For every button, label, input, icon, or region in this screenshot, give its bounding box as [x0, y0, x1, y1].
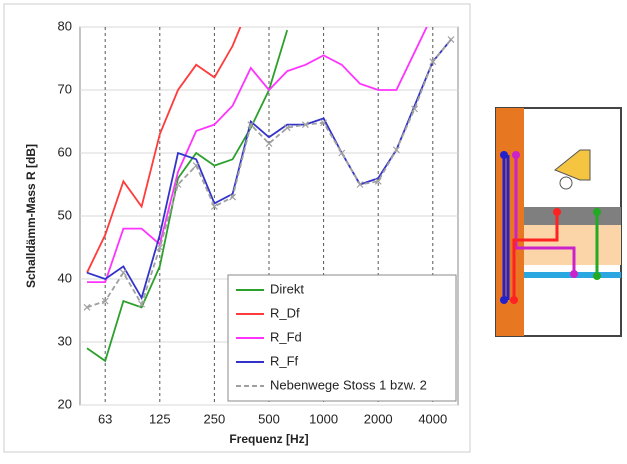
point-marker — [411, 105, 419, 113]
y-tick-label: 20 — [58, 396, 72, 411]
legend-label: R_Ff — [270, 353, 299, 368]
y-tick-label: 70 — [58, 81, 72, 96]
point-marker — [283, 124, 291, 132]
point-marker — [338, 149, 346, 157]
y-tick-label: 30 — [58, 333, 72, 348]
legend-label: Nebenwege Stoss 1 bzw. 2 — [270, 377, 427, 392]
x-tick-label: 1000 — [309, 411, 338, 426]
legend: Direkt R_Df R_Fd R_Ff Nebenwege Stoss 1 bzw.… — [227, 274, 457, 402]
legend-box — [227, 274, 457, 402]
point-marker — [174, 181, 182, 188]
x-tick-label: 2000 — [364, 411, 393, 426]
series-line — [87, 27, 428, 284]
point-marker — [356, 181, 364, 188]
y-tick-label: 40 — [58, 270, 72, 285]
point-marker — [320, 119, 328, 127]
point-marker — [210, 203, 218, 210]
point-marker — [101, 297, 109, 305]
legend-label: Direkt — [270, 281, 304, 296]
legend-label: R_Fd — [270, 329, 302, 344]
point-marker — [265, 140, 273, 147]
point-marker — [229, 193, 237, 201]
y-tick-label: 50 — [58, 207, 72, 222]
y-axis-label: Schalldämm-Mass R [dB] — [24, 144, 38, 288]
point-marker — [83, 303, 91, 311]
point-marker — [392, 146, 400, 154]
series-group — [83, 27, 455, 363]
series-line — [86, 29, 289, 363]
series-line — [86, 27, 242, 274]
point-marker — [447, 36, 455, 44]
plot-area: 20 30 40 50 60 70 80 63 125 250 500 1000 2000 4000 Dir… — [58, 18, 459, 426]
x-tick-label: 500 — [258, 411, 280, 426]
y-tick-label: 80 — [58, 18, 72, 33]
point-marker — [156, 244, 164, 251]
diagram — [495, 107, 622, 337]
x-tick-label: 4000 — [418, 411, 447, 426]
x-tick-label: 125 — [149, 411, 171, 426]
series-line — [86, 39, 452, 301]
legend-label: R_Df — [270, 305, 300, 320]
x-tick-label: 250 — [204, 411, 226, 426]
x-tick-label: 63 — [98, 411, 112, 426]
chart-frame — [3, 3, 471, 453]
point-marker — [301, 121, 309, 129]
point-marker — [374, 177, 382, 185]
point-marker — [192, 162, 200, 170]
point-marker — [247, 121, 255, 129]
x-axis-label: Frequenz [Hz] — [229, 432, 308, 446]
point-marker — [429, 58, 437, 66]
point-marker — [119, 269, 127, 277]
point-marker — [138, 300, 146, 308]
y-tick-label: 60 — [58, 144, 72, 159]
